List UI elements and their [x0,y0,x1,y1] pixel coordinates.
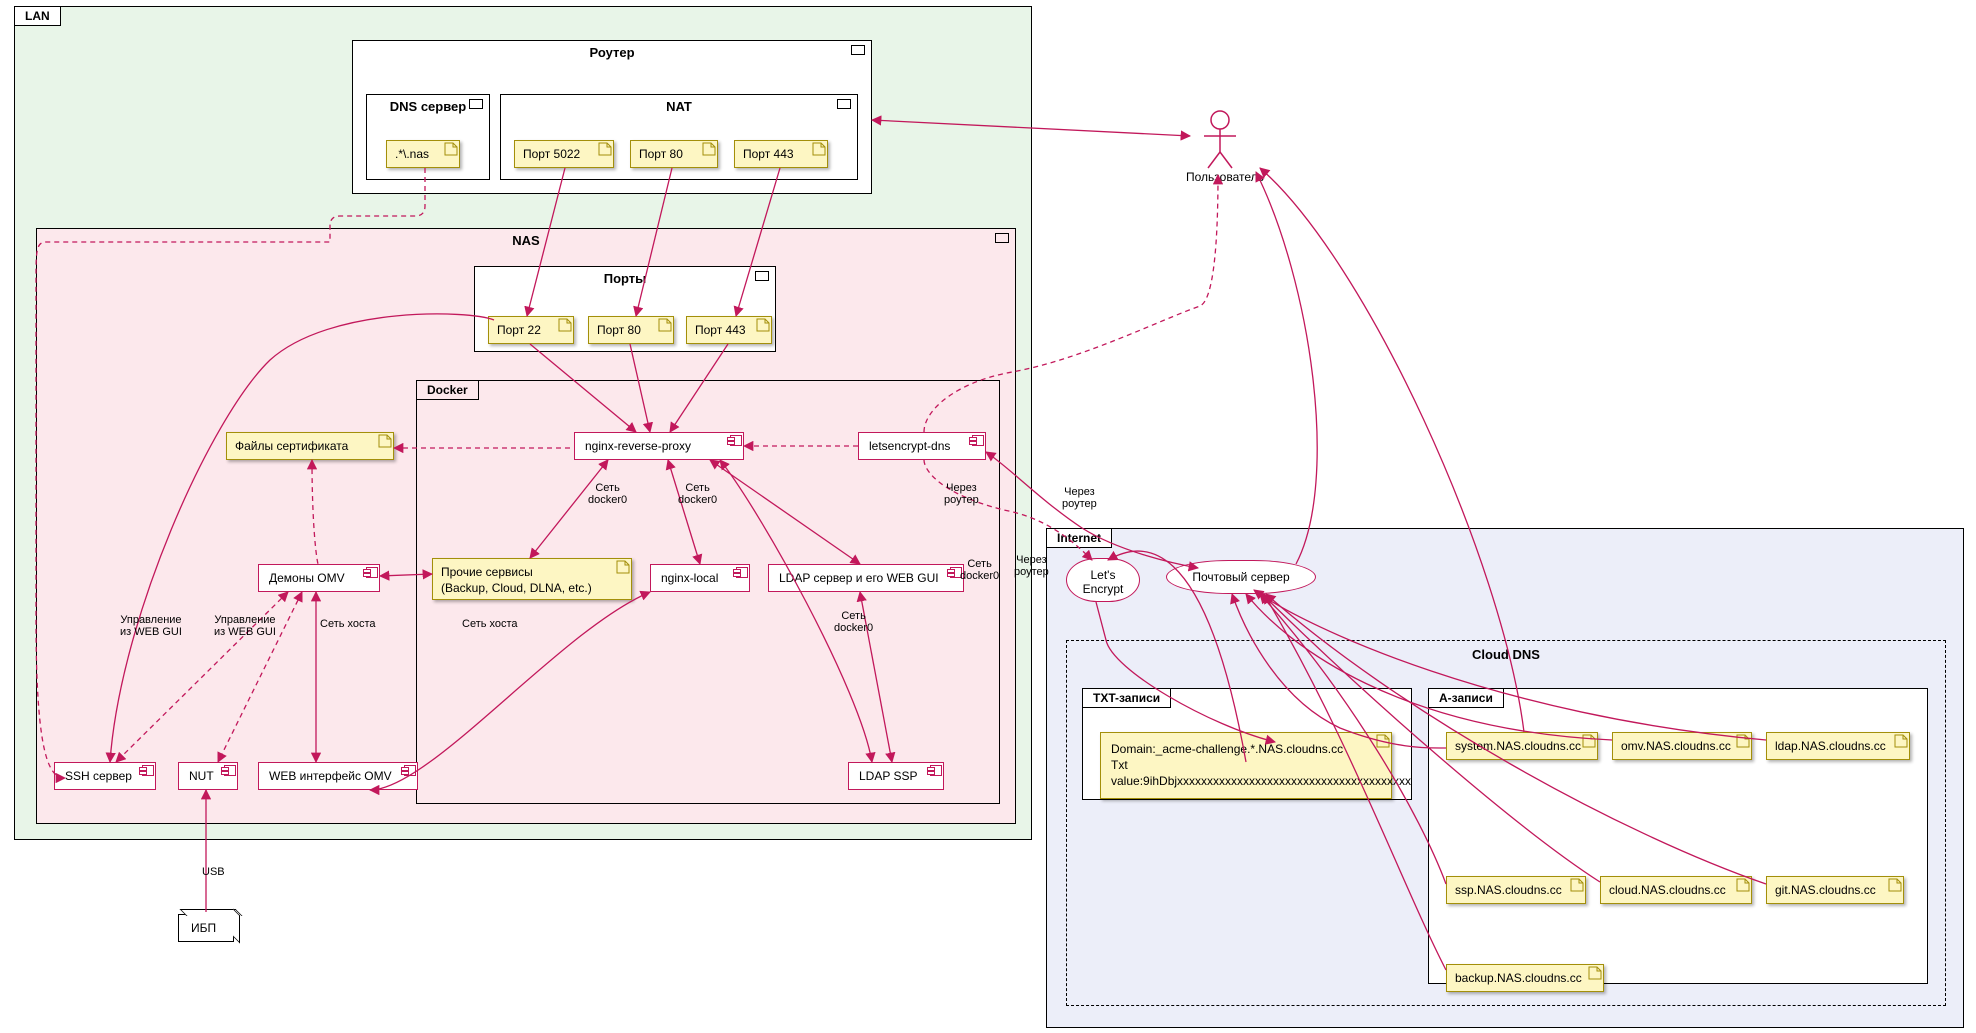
component-icon [927,765,941,775]
dog-ear-icon [444,142,458,156]
component-icon [733,567,747,577]
nas-title: NAS [37,233,1015,248]
component-icon [221,765,235,775]
internet-label: Internet [1046,528,1112,548]
edge-label: USB [202,866,225,878]
txt-records-label: TXT-записи [1082,688,1171,708]
letsencrypt-dns: letsencrypt-dns [858,432,986,460]
nat-port-80: Порт 80 [630,140,718,168]
omv-daemons: Демоны OMV [258,564,380,592]
mail-server-cloud: Почтовый сервер [1166,560,1316,594]
nut: NUT [178,762,238,790]
docker-label: Docker [416,380,479,400]
component-icon [139,765,153,775]
actor-label: Пользователь [1186,170,1264,184]
nginx-local: nginx-local [650,564,750,592]
ports-title: Порты [475,271,775,286]
nas-port-22: Порт 22 [488,316,574,344]
ssh-server: SSH сервер [54,762,156,790]
a-record-0: system.NAS.cloudns.cc [1446,732,1598,760]
nat-title: NAT [501,99,857,114]
omv-web: WEB интерфейс OMV [258,762,418,790]
a-record-3: ssp.NAS.cloudns.cc [1446,876,1586,904]
nas-port-443: Порт 443 [686,316,772,344]
lets-encrypt-cloud: Let's Encrypt [1066,558,1140,602]
frame-lan-label: LAN [14,6,61,26]
nat-port-5022: Порт 5022 [514,140,614,168]
cloud-dns-title: Cloud DNS [1067,647,1945,662]
component-icon [401,765,415,775]
nas-port-80: Порт 80 [588,316,674,344]
txt-record-note: Domain:_acme-challenge.*.NAS.cloudns.cc … [1100,732,1392,799]
a-records-label: A-записи [1428,688,1504,708]
nginx-reverse-proxy: nginx-reverse-proxy [574,432,744,460]
diagram-canvas: LAN Роутер DNS сервер .*\.nas NAT Порт 5… [0,0,1976,1033]
dns-entry: .*\.nas [386,140,460,168]
ups-node: ИБП [178,914,234,942]
nat-port-443: Порт 443 [734,140,828,168]
component-icon [947,567,961,577]
other-services: Прочие сервисы (Backup, Cloud, DLNA, etc… [432,558,632,600]
a-record-4: cloud.NAS.cloudns.cc [1600,876,1752,904]
a-record-5: git.NAS.cloudns.cc [1766,876,1904,904]
component-icon [969,435,983,445]
edge-label: Через роутер [1062,486,1097,510]
component-icon [727,435,741,445]
component-icon [363,567,377,577]
txt-record-line1: Domain:_acme-challenge.*.NAS.cloudns.cc [1111,741,1365,757]
dns-entry-label: .*\.nas [395,147,429,161]
cert-files: Файлы сертификата [226,432,394,460]
ldap-ssp: LDAP SSP [848,762,944,790]
ldap-server: LDAP сервер и его WEB GUI [768,564,964,592]
a-record-6: backup.NAS.cloudns.cc [1446,964,1604,992]
a-record-2: ldap.NAS.cloudns.cc [1766,732,1910,760]
router-title: Роутер [353,45,871,60]
txt-record-line2: Txt value:9ihDbjxxxxxxxxxxxxxxxxxxxxxxxx… [1111,757,1365,789]
a-record-1: omv.NAS.cloudns.cc [1612,732,1752,760]
